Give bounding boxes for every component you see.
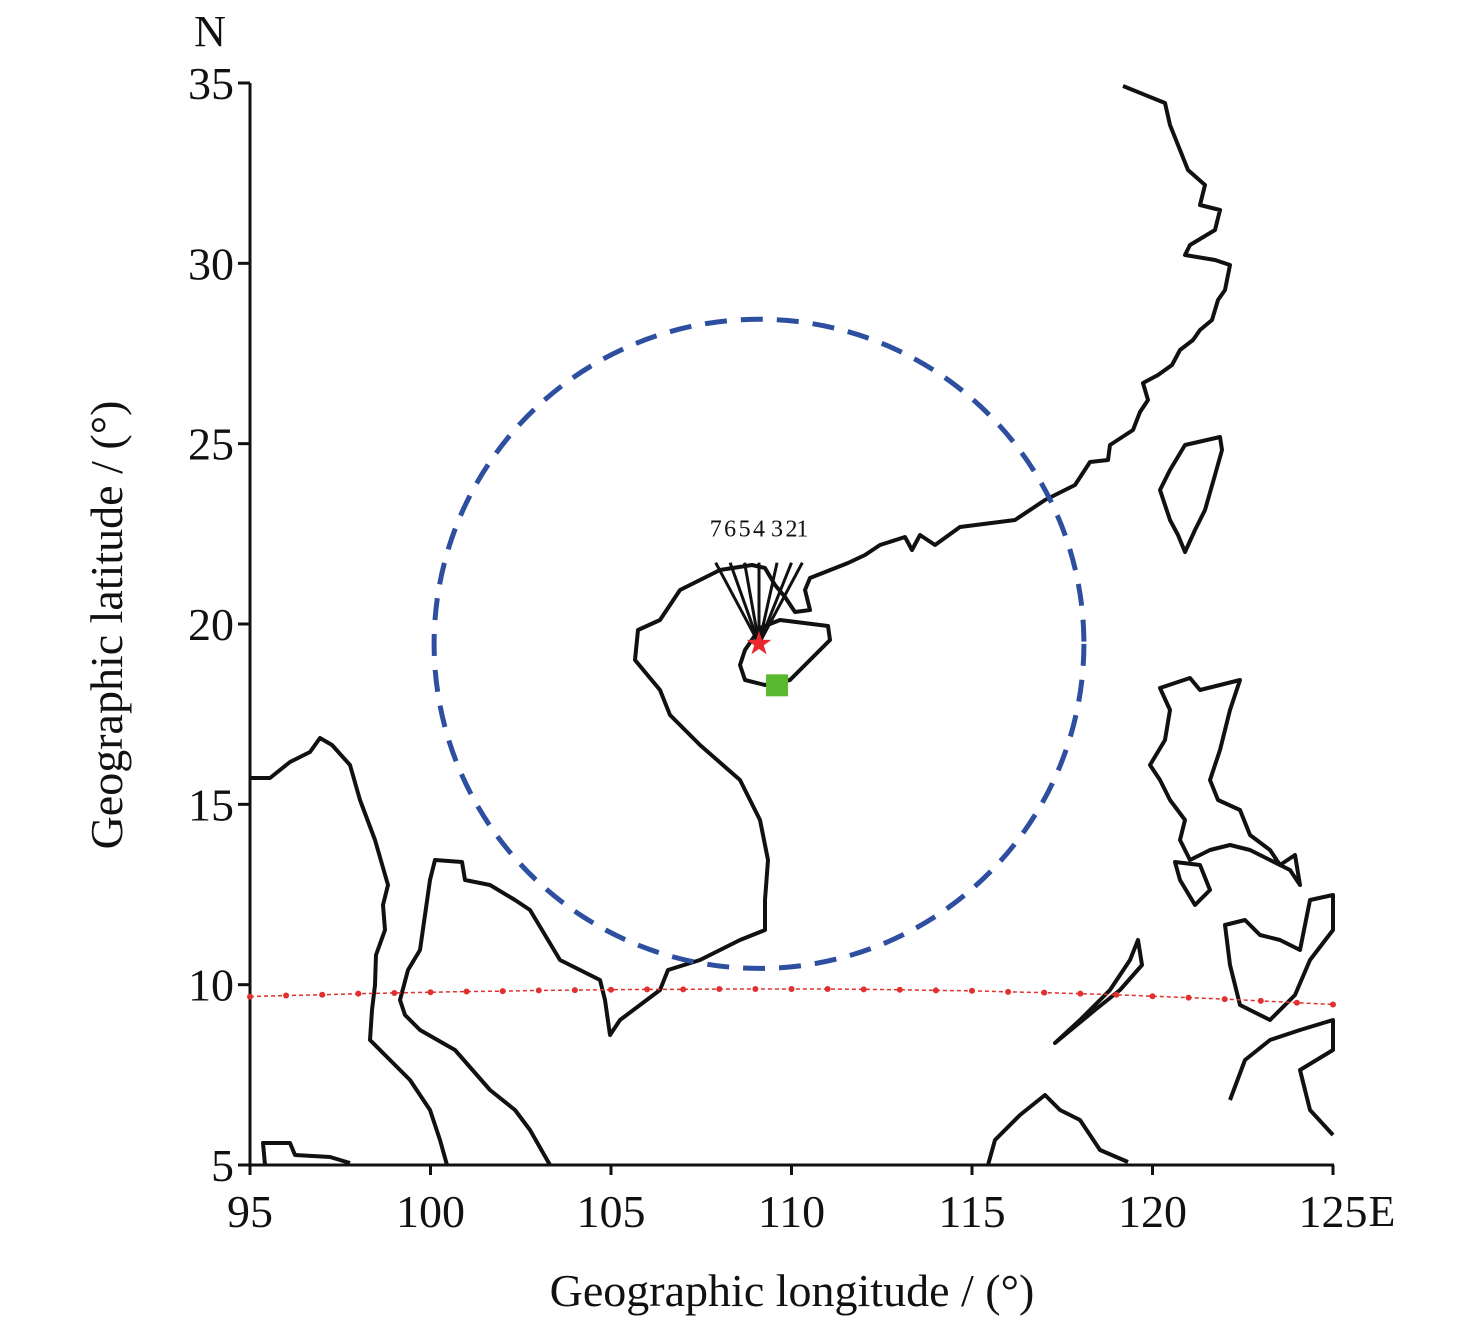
x-tick-label: 125 <box>1299 1186 1368 1237</box>
ray <box>757 562 793 645</box>
route-point <box>499 988 506 995</box>
route-point <box>1113 991 1120 998</box>
y-tick-label: 25 <box>188 419 234 470</box>
route-point <box>1005 988 1012 995</box>
ray <box>757 562 779 645</box>
coastlines <box>250 84 1335 1166</box>
route-point <box>1185 994 1192 1001</box>
route-point <box>319 991 326 998</box>
route-point <box>1257 997 1264 1004</box>
ray <box>728 562 761 645</box>
coastline <box>250 736 449 1166</box>
y-tick-label: 35 <box>188 58 234 109</box>
route-point <box>824 985 831 992</box>
x-tick-label: 105 <box>577 1186 646 1237</box>
route-point <box>355 990 362 997</box>
route-point <box>932 987 939 994</box>
coastline <box>261 1141 351 1166</box>
route-point <box>860 986 867 993</box>
x-axis-label: Geographic longitude / (°) <box>550 1265 1035 1316</box>
y-unit: N <box>194 7 226 56</box>
route-point <box>1077 990 1084 997</box>
x-tick-label: 100 <box>396 1186 465 1237</box>
x-tick-label: 120 <box>1118 1186 1187 1237</box>
ray <box>743 562 761 645</box>
y-axis-label: Geographic latitude / (°) <box>81 401 132 850</box>
route-point <box>571 987 578 994</box>
x-unit: E <box>1369 1187 1396 1236</box>
ray-label: 2 <box>786 517 798 543</box>
y-tick-label: 15 <box>188 779 234 830</box>
coastline <box>738 618 832 687</box>
y-tick-label: 30 <box>188 238 234 289</box>
route-point <box>680 986 687 993</box>
ray-label: 7 <box>710 517 722 543</box>
ray <box>757 561 804 645</box>
route-point <box>283 992 290 999</box>
coastline <box>1173 860 1212 907</box>
coastline <box>1053 938 1144 1045</box>
route-point <box>1149 993 1156 1000</box>
coastline <box>1228 1018 1335 1137</box>
ray <box>714 561 761 645</box>
route-point <box>644 986 651 993</box>
x-tick-label: 95 <box>227 1186 273 1237</box>
route-point <box>896 986 903 993</box>
coastline <box>1223 893 1335 1022</box>
route-point <box>1041 989 1048 996</box>
ray-label: 1 <box>796 517 808 543</box>
coastline <box>1158 435 1224 554</box>
route-point <box>427 989 434 996</box>
ray-label: 6 <box>724 517 736 543</box>
coastline <box>1148 676 1302 887</box>
route-point <box>1293 999 1300 1006</box>
route-point <box>535 987 542 994</box>
route-point <box>1330 1001 1336 1008</box>
route-point <box>716 985 723 992</box>
ray-label: 4 <box>753 517 765 543</box>
route-point <box>608 986 614 993</box>
route-point <box>1221 996 1228 1003</box>
x-tick-label: 110 <box>758 1186 825 1237</box>
route-point <box>969 987 975 994</box>
ray-label: 5 <box>739 517 751 543</box>
route-point <box>247 993 253 1000</box>
route-point <box>463 988 470 995</box>
y-tick-label: 20 <box>188 599 234 650</box>
site-marker <box>766 674 789 697</box>
y-tick-label: 5 <box>211 1140 234 1191</box>
x-tick-label: 115 <box>938 1186 1005 1237</box>
y-tick-label: 10 <box>188 960 234 1011</box>
station-marker <box>746 630 772 655</box>
ray-label: 3 <box>771 517 783 543</box>
route-point <box>752 985 759 992</box>
route-point <box>788 985 795 992</box>
coverage-circle <box>431 316 1087 971</box>
route-point <box>391 989 398 996</box>
coastline <box>986 1093 1129 1166</box>
